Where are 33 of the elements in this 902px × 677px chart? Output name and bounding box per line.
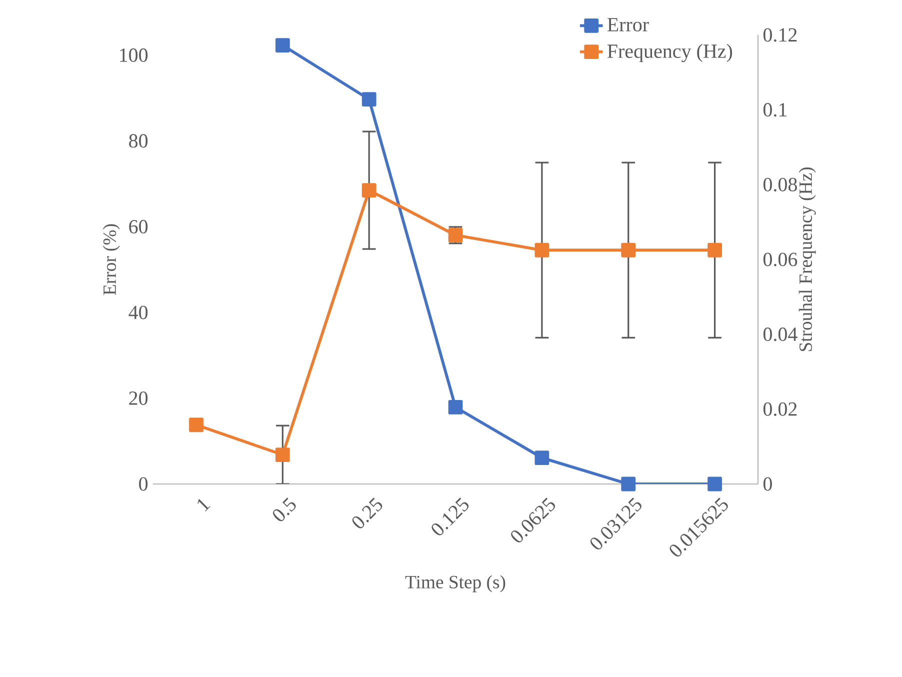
y2-tick-label: 0.12 [763,28,797,42]
x-tick-label: 1 [198,499,210,512]
y2-tick-label: 0.06 [763,252,798,266]
point [621,242,636,258]
x-tick-label: 0.5 [273,498,296,522]
y2-axis-title: Strouhal Frequency (Hz) [798,168,816,352]
point [534,450,550,466]
point [275,38,290,52]
point [621,476,636,492]
y2-tick-label: 0.04 [763,328,798,342]
point [362,183,376,198]
y-tick-label: 20 [129,391,148,405]
y-tick-label: 0 [139,477,148,491]
point [534,242,550,258]
y2-tick-label: 0.1 [763,103,787,117]
legend-label: Error [607,18,649,32]
point [275,448,290,462]
y-tick-label: 40 [128,306,148,320]
point [189,418,204,432]
y-tick-label: 60 [129,220,148,234]
point [448,400,463,414]
y2-tick-label: 0.08 [763,178,797,192]
point [708,476,722,492]
y2-tick-label: 0.02 [763,402,797,416]
x-axis-title: Time Step (s) [405,575,506,592]
y-tick-label: 80 [129,134,148,148]
point [708,242,722,258]
y-tick-label: 100 [120,48,148,62]
x-tick-label: 0.25 [352,498,382,528]
legend-label: Frequency (Hz) [607,44,732,62]
y-axis-title: Error (%) [102,224,120,295]
y2-tick-label: 0 [763,477,772,491]
point [362,92,376,107]
